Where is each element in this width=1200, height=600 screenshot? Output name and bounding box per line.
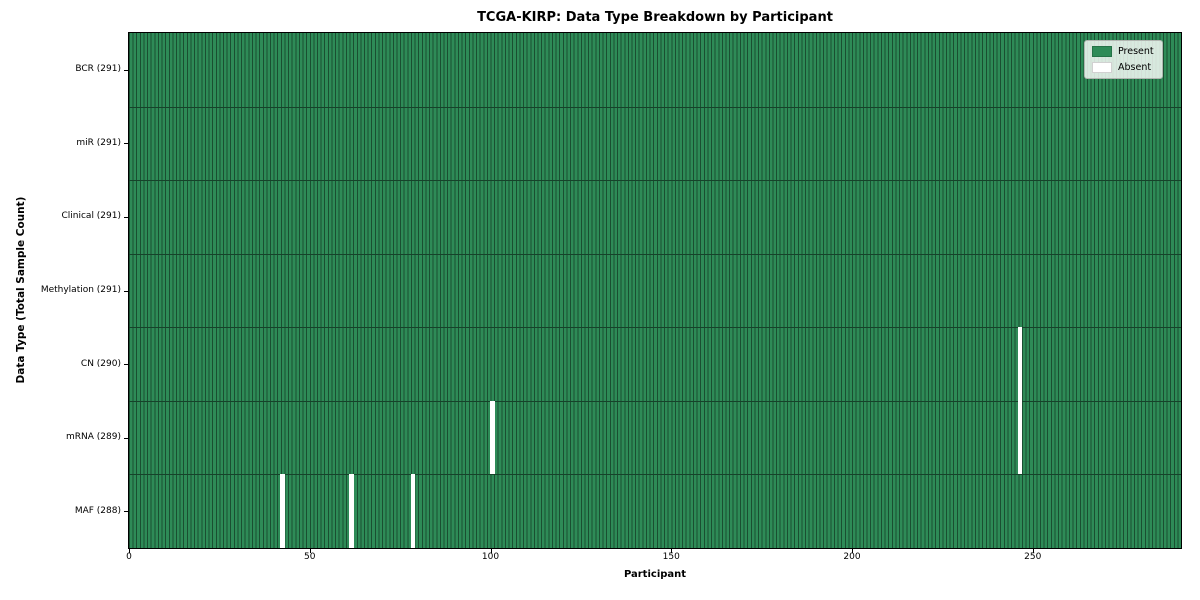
absent-cell [1017,400,1023,475]
x-tick-mark [852,549,854,553]
x-tick-label: 150 [662,552,680,562]
legend-label-present: Present [1118,45,1154,57]
row-divider [129,180,1181,182]
row-divider [129,106,1181,108]
x-tick-mark [671,549,673,553]
y-tick-mark [124,69,128,71]
y-tick-label: MAF (288) [74,505,121,516]
legend-label-absent: Absent [1118,61,1152,73]
y-tick-label: mRNA (289) [66,432,121,443]
x-tick-mark [129,549,130,553]
legend-item-present: Present [1092,46,1154,57]
chart-title: TCGA-KIRP: Data Type Breakdown by Partic… [477,10,833,25]
y-tick-label: miR (291) [76,137,121,148]
y-tick-label: CN (290) [80,358,121,369]
present-swatch [1092,46,1112,57]
x-tick-label: 100 [481,552,500,562]
absent-cell [410,474,415,548]
y-tick-mark [124,437,128,439]
x-tick-label: 200 [843,552,861,562]
absent-cell [280,474,285,548]
plot-area [128,32,1182,549]
legend-item-absent: Absent [1092,62,1154,73]
row-divider [129,327,1181,329]
legend: Present Absent [1084,40,1163,79]
row-divider [129,474,1181,476]
y-tick-label: Clinical (291) [61,211,121,222]
x-tick-mark [309,549,311,553]
x-tick-mark [1032,549,1034,553]
row-divider [129,400,1181,402]
y-tick-label: BCR (291) [75,64,121,75]
x-tick-label: 0 [126,552,132,562]
x-tick-label: 250 [1024,552,1042,562]
absent-cell [349,474,354,548]
y-tick-mark [124,364,128,366]
x-axis-label: Participant [623,569,687,580]
y-tick-label: Methylation (291) [40,285,121,295]
absent-cell [1017,327,1023,401]
absent-cell [490,400,495,475]
y-tick-mark [124,216,128,218]
x-tick-mark [490,549,492,553]
y-tick-mark [124,511,128,513]
x-tick-label: 50 [304,552,316,562]
y-tick-mark [124,143,128,145]
y-tick-mark [124,290,128,292]
row-divider [129,253,1181,255]
absent-swatch [1092,62,1112,73]
